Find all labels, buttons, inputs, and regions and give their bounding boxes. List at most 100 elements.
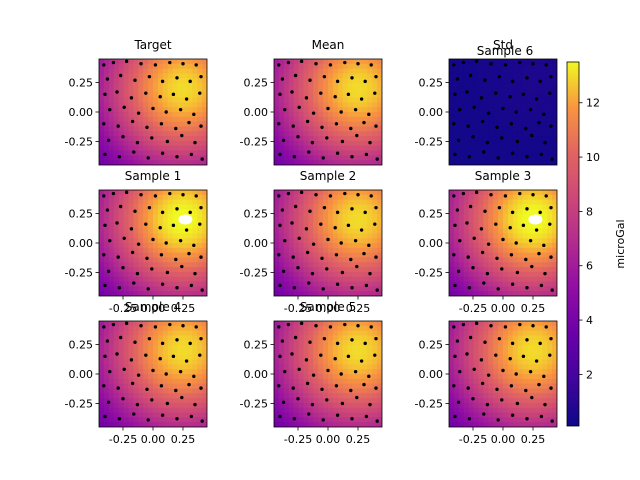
heat-cell	[298, 271, 305, 278]
heat-cell	[357, 345, 363, 351]
heat-cell	[332, 63, 339, 70]
heat-cell	[532, 412, 538, 418]
heat-cell	[512, 417, 519, 423]
station-point	[181, 324, 185, 328]
heat-cell	[167, 97, 174, 103]
station-point	[549, 386, 553, 390]
station-point	[368, 271, 372, 276]
heat-cell	[187, 402, 193, 409]
heat-cell	[103, 204, 110, 210]
heat-cell	[283, 325, 290, 332]
heat-cell	[362, 140, 368, 147]
heat-cell	[468, 238, 475, 244]
heat-cell	[197, 281, 203, 287]
heat-cell	[503, 412, 509, 418]
heat-cell	[498, 83, 504, 89]
heat-cell	[192, 407, 198, 414]
heat-cell	[108, 87, 115, 94]
heat-cell	[157, 393, 164, 399]
heat-cell	[488, 330, 494, 337]
heat-cell	[463, 190, 470, 196]
heat-cell	[488, 267, 494, 273]
heat-cell	[377, 126, 382, 132]
heat-cell	[372, 340, 378, 346]
station-point	[362, 382, 366, 387]
heat-cell	[202, 335, 207, 341]
heat-cell	[537, 194, 543, 201]
heat-cell	[153, 422, 159, 427]
heat-cell	[113, 417, 120, 423]
heat-cell	[367, 209, 373, 215]
heat-cell	[177, 402, 184, 409]
heat-cell	[449, 59, 455, 65]
heat-cell	[488, 68, 494, 75]
heat-cell	[187, 345, 193, 351]
heat-cell	[463, 388, 470, 394]
heat-cell	[372, 136, 378, 142]
heat-cell	[498, 92, 504, 99]
heat-cell	[453, 160, 460, 165]
heat-cell	[493, 83, 499, 89]
heat-cell	[532, 257, 538, 263]
heat-cell	[187, 102, 193, 108]
heat-cell	[303, 398, 309, 404]
heat-cell	[367, 116, 373, 123]
heat-cell	[99, 238, 105, 244]
station-point	[480, 250, 485, 255]
heat-cell	[357, 330, 363, 337]
heat-cell	[493, 359, 499, 365]
heat-cell	[493, 223, 499, 230]
heat-cell	[318, 340, 324, 346]
heat-cell	[503, 136, 509, 142]
heat-cell	[103, 286, 110, 292]
y-tick-label: 0.25	[69, 208, 94, 221]
heat-cell	[357, 83, 363, 89]
heat-cell	[293, 243, 300, 249]
heat-cell	[153, 218, 159, 225]
heat-cell	[274, 112, 280, 118]
heat-cell	[532, 291, 538, 296]
heat-cell	[498, 121, 504, 128]
heat-cell	[313, 398, 319, 404]
heat-cell	[123, 393, 130, 399]
heat-cell	[488, 393, 494, 399]
heat-cell	[99, 209, 105, 215]
station-point	[456, 269, 461, 273]
heat-cell	[318, 398, 324, 404]
heat-cell	[298, 160, 305, 165]
station-point	[171, 92, 176, 97]
heat-cell	[118, 78, 125, 84]
heat-cell	[293, 83, 300, 89]
heat-cell	[153, 140, 159, 147]
heat-cell	[113, 92, 120, 99]
heat-cell	[483, 238, 489, 244]
heat-cell	[177, 209, 184, 215]
heat-cell	[463, 121, 470, 128]
heat-cell	[192, 388, 198, 394]
heat-cell	[143, 194, 149, 201]
heat-cell	[512, 340, 519, 346]
station-point	[364, 152, 369, 157]
heat-cell	[303, 112, 309, 118]
heat-cell	[103, 136, 110, 142]
heat-cell	[532, 276, 538, 283]
heat-cell	[488, 398, 494, 404]
heat-cell	[133, 223, 139, 230]
heat-cell	[347, 243, 354, 249]
heat-cell	[157, 286, 164, 292]
heat-cell	[303, 63, 309, 70]
heat-cell	[332, 136, 339, 142]
heat-cell	[323, 59, 329, 65]
station-point	[452, 194, 456, 198]
heat-cell	[532, 87, 538, 94]
heat-cell	[293, 417, 300, 423]
heat-cell	[367, 121, 373, 128]
heat-cell	[118, 145, 125, 152]
heat-cell	[483, 291, 489, 296]
heat-cell	[542, 199, 548, 206]
heat-cell	[537, 257, 543, 263]
station-point	[355, 264, 359, 269]
heat-cell	[478, 155, 484, 161]
heat-cell	[542, 330, 548, 337]
station-point	[343, 60, 347, 65]
